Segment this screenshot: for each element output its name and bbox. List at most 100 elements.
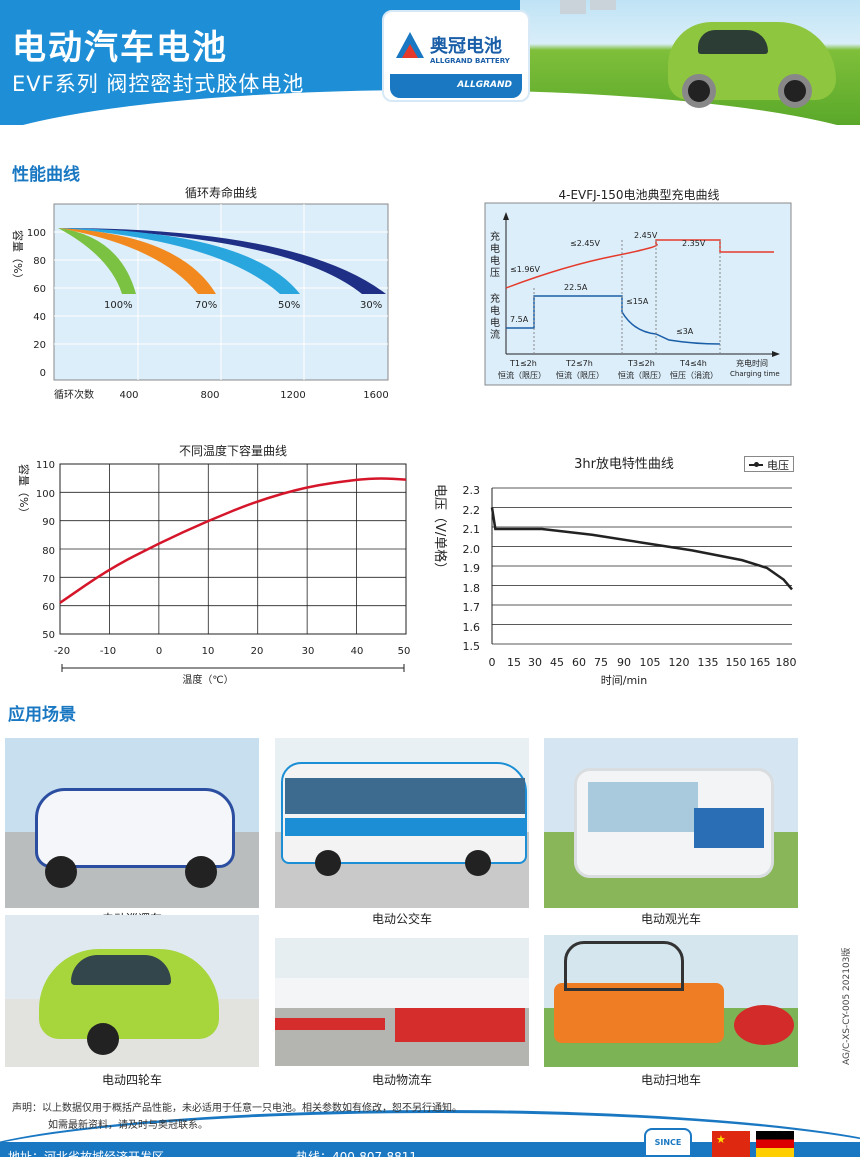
- legend-voltage: 电压: [767, 459, 789, 472]
- temp-xtick: -10: [100, 646, 116, 657]
- dis-ylabel: 电压（V/单格）: [432, 484, 448, 575]
- discharge-legend: 电压: [744, 456, 794, 472]
- cycle-xtick: 1600: [363, 390, 388, 401]
- photo-bus: [275, 738, 529, 908]
- footer-hotline: 热线：400-807-8811: [296, 1150, 418, 1157]
- photo-sightseeing: [544, 738, 798, 908]
- temp-ylabel: 容量（%）: [17, 464, 31, 518]
- since-badge: SINCE: [644, 1128, 692, 1157]
- dis-xtick: 90: [617, 656, 631, 669]
- temp-xtick: 20: [251, 646, 264, 657]
- cycle-ytick: 100: [27, 228, 46, 239]
- discharge-chart-title: 3hr放电特性曲线: [574, 457, 674, 472]
- temp-xlabel: 温度（℃）: [182, 673, 233, 686]
- photo-sweeper: [544, 935, 798, 1067]
- charge-xlabel-cn: 充电时间: [736, 358, 768, 368]
- svg-text:电: 电: [490, 316, 500, 329]
- dis-xtick: 45: [550, 656, 564, 669]
- dis-xtick: 30: [528, 656, 542, 669]
- cycle-label-30: 30%: [360, 300, 382, 311]
- cycle-band-100: [58, 228, 136, 294]
- temp-xtick: -20: [54, 646, 70, 657]
- page-title: 电动汽车电池: [12, 28, 228, 68]
- dis-xtick: 165: [750, 656, 771, 669]
- dis-xtick: 75: [594, 656, 608, 669]
- photo-logistics: [275, 938, 529, 1066]
- svg-text:电: 电: [490, 304, 500, 317]
- section-performance: 性能曲线: [12, 165, 80, 185]
- caption-sweeper: 电动扫地车: [640, 1073, 701, 1087]
- photo-patrol-car: [5, 738, 259, 908]
- dis-ytick: 2.3: [463, 484, 481, 497]
- v-annot: 2.45V: [634, 231, 658, 240]
- disclaimer: 声明：以上数据仅用于概括产品性能，未必适用于任意一只电池。相关参数如有修改，恕不…: [12, 1103, 462, 1131]
- dis-xtick: 180: [776, 656, 797, 669]
- dis-xtick: 105: [640, 656, 661, 669]
- stage-label: T2≤7h: [565, 359, 593, 368]
- temp-ytick: 100: [36, 489, 55, 500]
- mode-label: 恒流（限压）: [556, 370, 604, 380]
- temp-ytick: 80: [42, 546, 55, 557]
- green-car-image: [668, 22, 836, 108]
- temp-capacity-line: [59, 477, 407, 604]
- temp-xtick: 30: [302, 646, 315, 657]
- temp-chart-title: 不同温度下容量曲线: [178, 444, 287, 458]
- caption-bus: 电动公交车: [371, 912, 432, 926]
- cycle-ytick: 40: [33, 312, 46, 323]
- dis-xtick: 135: [698, 656, 719, 669]
- cycle-life-chart: 100% 70% 50% 30% 100 80 60 40 20 0 循环次数 …: [11, 203, 389, 401]
- cycle-band-70: [58, 228, 216, 294]
- stage-label: T1≤2h: [509, 359, 537, 368]
- caption-logistics: 电动物流车: [371, 1073, 432, 1087]
- v-annot: ≤1.96V: [510, 265, 541, 274]
- svg-text:电: 电: [490, 242, 500, 255]
- charge-xlabel-en: Charging time: [730, 370, 780, 378]
- temp-ytick: 50: [42, 630, 55, 641]
- dis-xtick: 0: [489, 656, 496, 669]
- header-banner: 电动汽车电池 EVF系列 阀控密封式胶体电池 奥冠电池 ALLGRAND BAT…: [0, 0, 860, 125]
- mode-label: 恒流（限压）: [498, 370, 546, 380]
- temp-xtick: 50: [398, 646, 411, 657]
- svg-text:电: 电: [490, 254, 500, 267]
- doc-code: AG/C-XS-CY-005 202103版: [842, 947, 852, 1065]
- china-flag-icon: ★: [712, 1131, 750, 1157]
- caption-four-wheel: 电动四轮车: [101, 1073, 162, 1087]
- germany-flag-icon: [756, 1131, 794, 1157]
- cycle-label-100: 100%: [104, 300, 133, 311]
- cycle-label-70: 70%: [195, 300, 217, 311]
- temp-ytick: 90: [42, 517, 55, 528]
- temp-xtick: 0: [156, 646, 162, 657]
- i-annot: ≤3A: [676, 327, 694, 336]
- svg-text:压: 压: [490, 267, 500, 279]
- caption-sightseeing: 电动观光车: [640, 912, 701, 926]
- temp-ytick: 110: [36, 460, 55, 471]
- dis-ytick: 1.9: [463, 562, 481, 575]
- cycle-xtick: 1200: [280, 390, 305, 401]
- temperature-capacity-chart: 110 100 90 80 70 60 50 -20 -10 0 10 20 3…: [17, 460, 411, 686]
- temp-xtick: 40: [351, 646, 364, 657]
- i-annot: ≤15A: [626, 297, 649, 306]
- stage-label: T3≤2h: [627, 359, 655, 368]
- temp-ytick: 60: [42, 602, 55, 613]
- dis-ytick: 1.8: [463, 582, 481, 595]
- cycle-xlabel: 循环次数: [54, 388, 94, 401]
- charge-ilabel-1: 充: [490, 292, 500, 305]
- cycle-band-30: [58, 228, 386, 294]
- cycle-chart-title: 循环寿命曲线: [184, 186, 257, 200]
- cycle-label-50: 50%: [278, 300, 300, 311]
- dis-ytick: 2.1: [463, 523, 481, 536]
- i-annot: 7.5A: [510, 315, 529, 324]
- svg-text:流: 流: [490, 328, 500, 341]
- page-subtitle: EVF系列 阀控密封式胶体电池: [12, 72, 305, 96]
- dis-xtick: 60: [572, 656, 586, 669]
- dis-ytick: 2.0: [463, 543, 481, 556]
- dis-ytick: 1.7: [463, 601, 481, 614]
- cycle-ytick: 80: [33, 256, 46, 267]
- brand-logo: 奥冠电池 ALLGRAND BATTERY ALLGRAND: [382, 10, 530, 102]
- temp-ytick: 70: [42, 574, 55, 585]
- v-annot: 2.35V: [682, 239, 706, 248]
- charge-chart-title: 4-EVFJ-150电池典型充电曲线: [558, 188, 720, 202]
- charge-vlabel-1: 充: [490, 230, 500, 243]
- discharge-chart: 2.3 2.2 2.1 2.0 1.9 1.8 1.7 1.6 1.5 0 15…: [432, 484, 797, 687]
